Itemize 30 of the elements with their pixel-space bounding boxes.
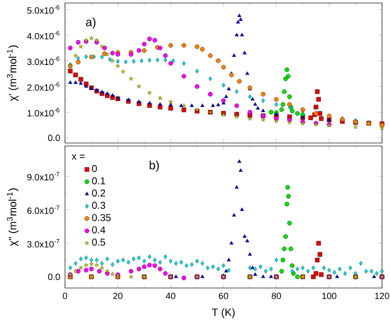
y-axis-title: χ' (m$^{3}$mol$^{-1}$) [6,45,18,102]
y-tick-label: 6.0x10$^{-7}$ [27,206,60,214]
x-tick-label: 120 [375,292,390,300]
x-tick-label: 60 [218,292,228,300]
legend-label: 0.3 [92,202,106,209]
annotation: b) [150,160,159,172]
annotation: a) [86,17,96,29]
legend-label: 0 [92,164,97,172]
y-axis-title: χ'' (m$^{3}$mol$^{-1}$) [6,188,18,246]
y-tick-label: 4.0x10$^{-6}$ [27,30,60,40]
y-tick-label: 1.0x10$^{-6}$ [28,108,60,116]
y-tick-label: 3.0x10$^{-6}$ [27,56,60,66]
y-tick-label: 2.0x10$^{-6}$ [27,82,60,91]
x-tick-label: 40 [166,292,176,300]
y-tick-label: 0.0 [48,274,60,280]
legend-label: 0.2 [92,190,106,197]
x-tick-label: 20 [113,292,122,300]
y-tick-label: 3.0x10$^{-7}$ [27,239,60,248]
x-tick-label: 100 [322,292,336,300]
y-tick-label: 5.0x10$^{-6}$ [27,5,60,14]
y-tick-label: 9.0x10$^{-7}$ [27,172,60,180]
legend-label: 0.1 [92,177,106,184]
legend-label: 0.5 [92,238,106,246]
x-tick-label: 80 [272,292,281,300]
x-tick-label: 0 [62,292,68,300]
x-axis-title: T (K) [212,308,235,318]
legend-label: 0.35 [92,214,111,222]
y-tick-label: 0.0 [48,134,60,142]
legend-label: 0.4 [92,226,106,234]
legend-title: x = [72,154,85,160]
